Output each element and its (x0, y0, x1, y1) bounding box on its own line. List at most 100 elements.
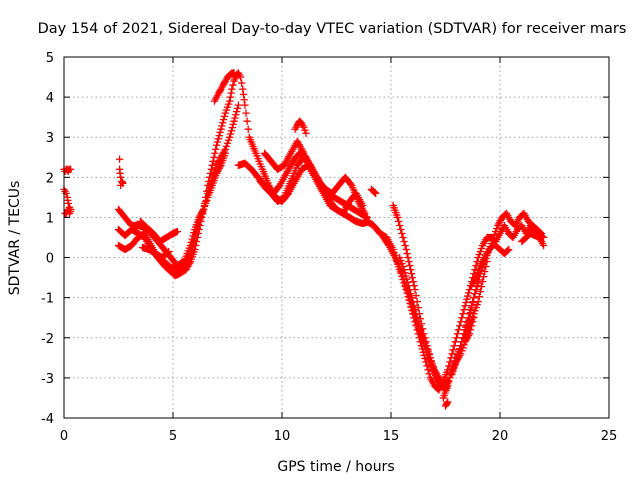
data-point (231, 114, 239, 122)
data-point (403, 275, 411, 283)
data-point (410, 302, 418, 310)
y-tick-label: 5 (46, 51, 54, 66)
data-point (473, 301, 481, 309)
data-point (465, 322, 474, 330)
data-point (468, 316, 476, 324)
data-point (475, 293, 483, 301)
data-point (475, 250, 483, 259)
data-point (466, 309, 475, 317)
data-point (410, 281, 418, 290)
data-point (402, 272, 410, 280)
data-point (443, 399, 451, 407)
data-point (456, 322, 464, 330)
data-point (477, 282, 486, 291)
data-point (185, 244, 193, 252)
data-point (448, 370, 456, 378)
data-point (224, 136, 233, 144)
data-point (239, 90, 248, 99)
data-point (490, 230, 499, 239)
data-point (409, 298, 417, 306)
series-seg-dot-a (367, 185, 380, 198)
series-seg-v-j (491, 241, 513, 258)
data-point (227, 89, 235, 97)
data-point (233, 104, 242, 112)
series-seg-e (138, 243, 173, 262)
data-point (397, 225, 405, 234)
data-point (398, 259, 406, 268)
data-point (241, 101, 249, 109)
data-point (188, 235, 196, 243)
data-point (301, 126, 309, 134)
data-point (229, 120, 237, 129)
data-point (199, 205, 208, 214)
data-point (405, 285, 414, 294)
x-tick-label: 0 (60, 429, 68, 444)
data-point (220, 112, 229, 121)
data-point (243, 117, 251, 125)
data-point (173, 227, 182, 236)
data-point (398, 229, 406, 238)
y-tick-label: 4 (46, 91, 54, 106)
data-point (227, 127, 236, 135)
data-point (226, 93, 235, 101)
data-point (399, 262, 407, 271)
data-point (218, 122, 226, 130)
series-seg-early-a (60, 165, 75, 175)
data-point (444, 382, 452, 390)
x-tick-label: 15 (383, 429, 400, 444)
data-point (226, 133, 234, 141)
data-point (413, 314, 421, 322)
data-point (230, 117, 238, 125)
data-point (200, 202, 209, 211)
data-point (255, 157, 263, 165)
data-point (240, 96, 248, 104)
data-point (453, 330, 462, 338)
series-seg-v-h (461, 257, 491, 342)
data-point (471, 307, 479, 315)
data-point (359, 201, 367, 210)
plot-frame (63, 56, 610, 419)
x-tick-label: 20 (492, 429, 509, 444)
data-point (458, 347, 466, 355)
data-point (476, 247, 485, 256)
data-point (401, 241, 409, 250)
data-point (428, 360, 437, 368)
data-point (407, 269, 416, 278)
data-point (427, 357, 435, 365)
data-point (404, 253, 412, 262)
data-point (488, 236, 497, 245)
data-point (457, 318, 465, 326)
data-point (371, 189, 379, 197)
chart-title: Day 154 of 2021, Sidereal Day-to-day VTE… (38, 21, 627, 37)
data-point (412, 310, 420, 318)
data-point (232, 111, 240, 119)
data-point (202, 199, 210, 208)
data-point (372, 189, 380, 198)
data-point (464, 289, 473, 297)
data-point (189, 232, 197, 240)
data-point (460, 306, 468, 314)
data-point (394, 217, 403, 226)
y-tick-label: 2 (46, 171, 54, 186)
data-point (182, 252, 190, 260)
y-axis-title: SDTVAR / TECUs (7, 181, 23, 296)
data-point (536, 228, 544, 237)
data-point (244, 125, 252, 133)
series-seg-v-g (448, 314, 478, 378)
data-point (408, 294, 416, 302)
data-point (489, 233, 498, 242)
data-point (446, 374, 454, 382)
data-point (444, 398, 452, 406)
data-point (163, 248, 172, 257)
data-point (465, 285, 474, 294)
data-point (452, 334, 461, 342)
data-point (253, 152, 261, 160)
series-seg-v-f (441, 398, 452, 410)
y-tick-label: -2 (41, 332, 54, 347)
data-point (66, 165, 75, 173)
data-point (416, 326, 425, 334)
data-point (397, 256, 405, 265)
data-point (464, 292, 472, 300)
data-point (238, 79, 246, 87)
